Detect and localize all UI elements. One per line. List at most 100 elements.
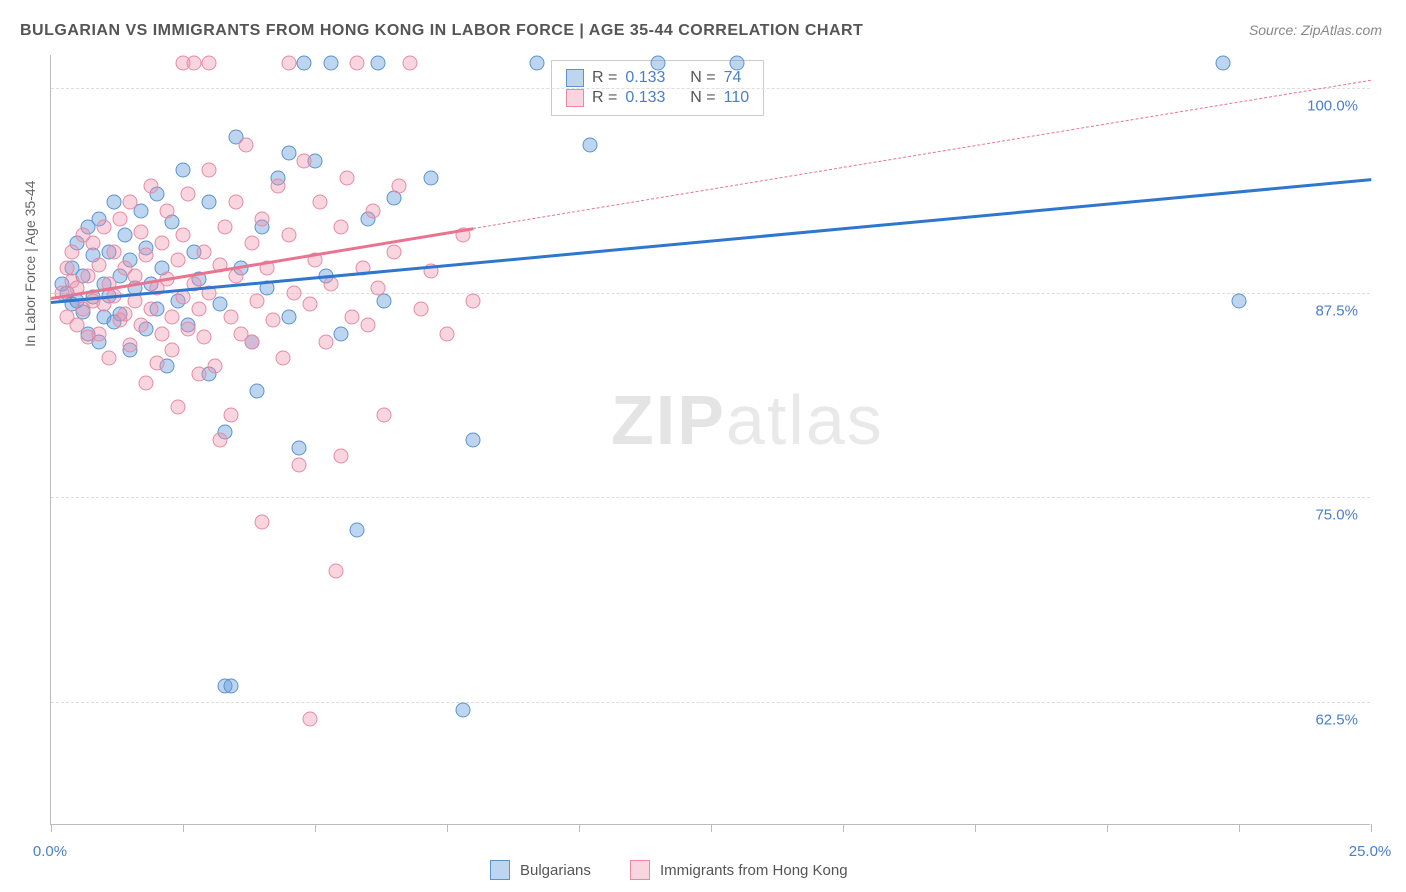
data-point — [86, 236, 101, 251]
data-point — [413, 301, 428, 316]
data-point — [292, 457, 307, 472]
data-point — [318, 334, 333, 349]
data-point — [207, 359, 222, 374]
data-point — [96, 220, 111, 235]
data-point — [112, 211, 127, 226]
data-point — [371, 280, 386, 295]
data-point — [334, 220, 349, 235]
data-point — [529, 56, 544, 71]
data-point — [170, 400, 185, 415]
data-point — [297, 56, 312, 71]
y-tick-label: 100.0% — [1307, 97, 1358, 114]
legend-swatch — [630, 860, 650, 880]
gridline — [51, 497, 1370, 498]
source-attribution: Source: ZipAtlas.com — [1249, 22, 1382, 38]
data-point — [123, 195, 138, 210]
data-point — [133, 318, 148, 333]
data-point — [139, 375, 154, 390]
x-tick — [183, 824, 184, 832]
data-point — [144, 301, 159, 316]
data-point — [281, 228, 296, 243]
y-tick-label: 75.0% — [1315, 507, 1358, 524]
data-point — [176, 56, 191, 71]
plot-area: ZIPatlas R =0.133 N = 74 R =0.133 N = 110… — [50, 55, 1370, 825]
data-point — [223, 310, 238, 325]
data-point — [223, 678, 238, 693]
data-point — [334, 449, 349, 464]
data-point — [265, 313, 280, 328]
data-point — [102, 351, 117, 366]
data-point — [350, 56, 365, 71]
data-point — [202, 195, 217, 210]
legend-label: Bulgarians — [520, 862, 591, 879]
data-point — [281, 310, 296, 325]
stats-row: R =0.133 N = 110 — [566, 89, 749, 107]
data-point — [181, 321, 196, 336]
data-point — [366, 203, 381, 218]
data-point — [249, 293, 264, 308]
y-tick-label: 62.5% — [1315, 712, 1358, 729]
data-point — [117, 306, 132, 321]
data-point — [323, 277, 338, 292]
data-point — [139, 247, 154, 262]
data-point — [212, 433, 227, 448]
x-tick — [975, 824, 976, 832]
data-point — [403, 56, 418, 71]
data-point — [323, 56, 338, 71]
x-tick — [1239, 824, 1240, 832]
data-point — [286, 285, 301, 300]
data-point — [651, 56, 666, 71]
x-tick-label: 25.0% — [1349, 843, 1392, 860]
data-point — [730, 56, 745, 71]
data-point — [360, 318, 375, 333]
data-point — [440, 326, 455, 341]
data-point — [239, 138, 254, 153]
data-point — [223, 408, 238, 423]
data-point — [281, 56, 296, 71]
data-point — [191, 301, 206, 316]
data-point — [455, 703, 470, 718]
data-point — [281, 146, 296, 161]
y-axis-title: In Labor Force | Age 35-44 — [22, 181, 38, 347]
x-tick — [1371, 824, 1372, 832]
data-point — [107, 195, 122, 210]
data-point — [376, 408, 391, 423]
chart-title: BULGARIAN VS IMMIGRANTS FROM HONG KONG I… — [20, 22, 863, 40]
x-tick — [315, 824, 316, 832]
data-point — [165, 310, 180, 325]
data-point — [1232, 293, 1247, 308]
data-point — [91, 257, 106, 272]
gridline — [51, 702, 1370, 703]
data-point — [244, 236, 259, 251]
data-point — [160, 203, 175, 218]
legend-item: Immigrants from Hong Kong — [630, 860, 848, 880]
data-point — [149, 356, 164, 371]
data-point — [176, 290, 191, 305]
gridline — [51, 293, 1370, 294]
y-tick-label: 87.5% — [1315, 302, 1358, 319]
gridline — [51, 88, 1370, 89]
data-point — [276, 351, 291, 366]
data-point — [191, 367, 206, 382]
data-point — [202, 56, 217, 71]
data-point — [107, 244, 122, 259]
correlation-chart: BULGARIAN VS IMMIGRANTS FROM HONG KONG I… — [0, 0, 1406, 892]
data-point — [176, 228, 191, 243]
data-point — [271, 179, 286, 194]
data-point — [1216, 56, 1231, 71]
data-point — [424, 170, 439, 185]
data-point — [392, 179, 407, 194]
legend-swatch — [566, 69, 584, 87]
watermark: ZIPatlas — [611, 380, 884, 460]
x-tick — [579, 824, 580, 832]
stats-row: R =0.133 N = 74 — [566, 69, 749, 87]
legend-swatch — [566, 89, 584, 107]
data-point — [154, 326, 169, 341]
data-point — [387, 244, 402, 259]
data-point — [212, 297, 227, 312]
data-point — [144, 179, 159, 194]
data-point — [170, 252, 185, 267]
data-point — [202, 162, 217, 177]
data-point — [334, 326, 349, 341]
data-point — [376, 293, 391, 308]
